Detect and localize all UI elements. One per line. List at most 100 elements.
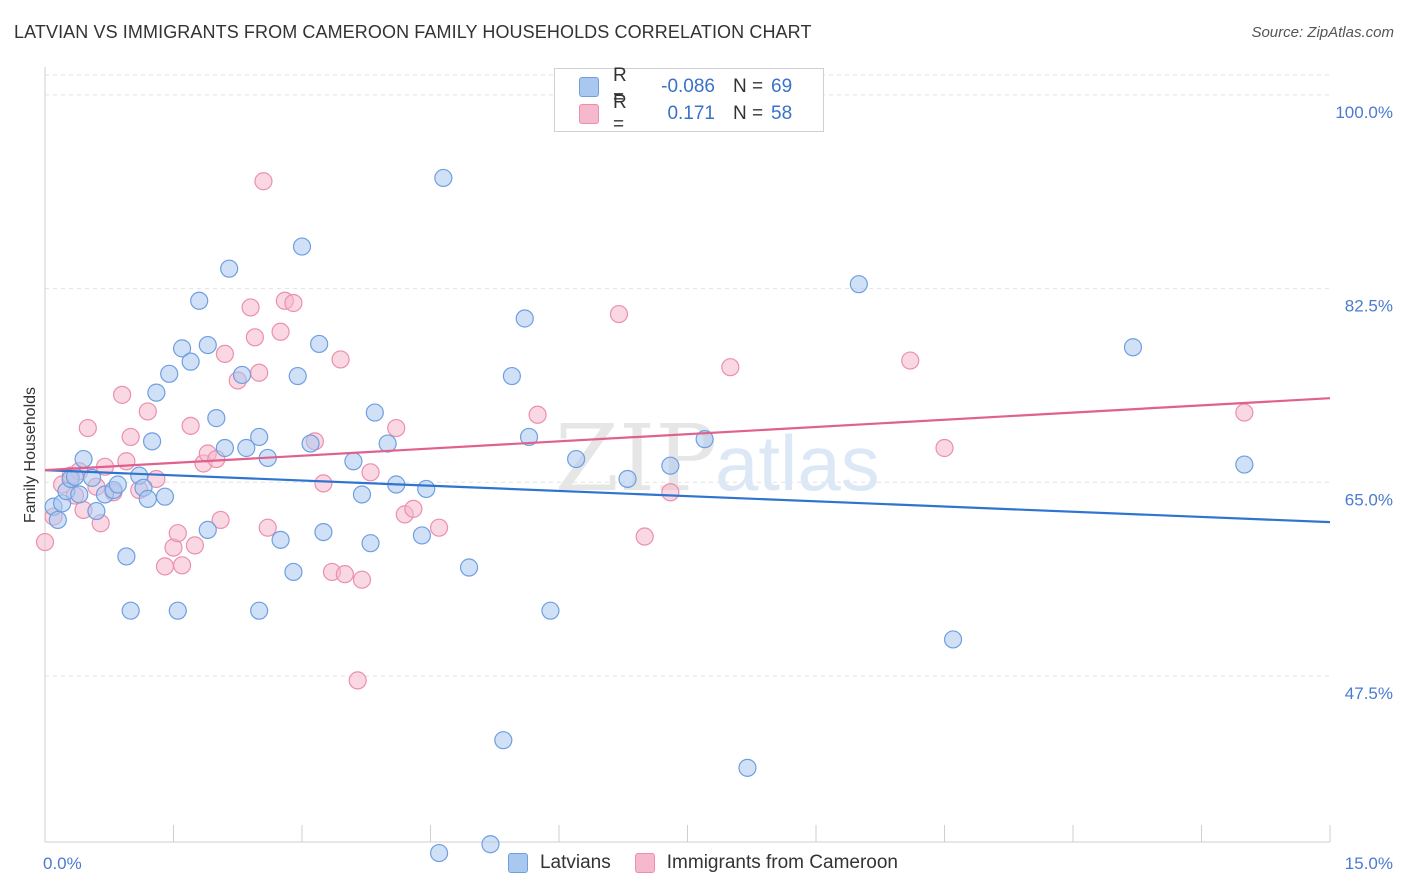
data-point <box>78 418 97 438</box>
y-tick-label: 100.0% <box>1335 103 1393 122</box>
data-point <box>314 523 333 542</box>
trend-line <box>44 469 1331 524</box>
data-point <box>172 339 192 358</box>
series-label-latvians: Latvians <box>539 852 611 873</box>
data-point <box>250 601 269 620</box>
data-point <box>609 304 629 324</box>
data-point <box>635 527 654 546</box>
data-point <box>147 383 166 402</box>
y-axis-label: Family Households <box>22 387 39 523</box>
data-point <box>310 334 329 354</box>
axes <box>44 67 1331 843</box>
data-point <box>245 328 264 347</box>
x-tick-label: 0.0% <box>43 854 82 873</box>
legend-swatch-cameroon <box>579 104 599 124</box>
y-tick-label: 47.5% <box>1345 684 1393 703</box>
data-point <box>168 524 187 543</box>
legend-r-value: 0.171 <box>667 103 715 124</box>
series-swatch-latvians <box>507 853 528 873</box>
data-point <box>220 259 239 278</box>
data-point <box>237 438 256 458</box>
data-point <box>378 434 397 453</box>
data-point <box>288 366 307 386</box>
legend-r-value: -0.086 <box>661 76 715 97</box>
data-point <box>70 485 89 504</box>
data-point <box>190 291 209 310</box>
data-point <box>254 172 273 191</box>
data-point <box>138 402 157 421</box>
data-point <box>121 601 140 620</box>
chart-title: LATVIAN VS IMMIGRANTS FROM CAMEROON FAMI… <box>14 22 812 42</box>
data-point <box>185 536 205 555</box>
data-point <box>258 518 277 537</box>
legend-row-cameroon: R = 0.171 N = 58 <box>579 92 793 135</box>
data-point <box>331 350 350 369</box>
tick-labels: 47.5% 65.0% 82.5% 100.0% 0.0% 15.0% <box>43 103 1393 873</box>
watermark: ZIP atlas <box>555 405 880 512</box>
data-point <box>241 298 260 317</box>
data-point <box>1235 403 1254 422</box>
data-point <box>404 499 423 518</box>
data-point <box>429 843 449 863</box>
data-point <box>459 558 479 577</box>
data-point <box>1123 338 1143 357</box>
data-point <box>250 427 269 447</box>
data-point <box>661 456 680 475</box>
data-point <box>198 520 217 539</box>
data-point <box>344 452 363 471</box>
data-point <box>271 530 290 549</box>
data-point <box>87 501 106 521</box>
data-point <box>352 485 372 504</box>
legend: R = -0.086 N = 69 R = 0.171 N = 58 <box>554 65 824 135</box>
data-points <box>35 168 1254 863</box>
data-point <box>528 405 547 424</box>
data-point <box>284 293 303 313</box>
data-point <box>215 344 234 364</box>
source-credit: Source: ZipAtlas.com <box>1251 24 1394 41</box>
data-point <box>138 489 157 508</box>
data-point <box>121 427 140 447</box>
data-point <box>117 547 136 566</box>
data-point <box>502 366 521 386</box>
data-point <box>567 449 586 469</box>
data-point <box>108 475 127 494</box>
data-point <box>181 352 200 371</box>
data-point <box>168 601 187 620</box>
data-point <box>155 557 175 576</box>
legend-n-label: N = <box>733 76 764 97</box>
data-point <box>661 483 680 502</box>
legend-r-label: R = <box>613 92 627 135</box>
data-point <box>519 427 539 447</box>
data-point <box>541 601 560 620</box>
data-point <box>335 565 354 584</box>
data-point <box>352 570 372 589</box>
legend-n-label: N = <box>733 103 764 124</box>
data-point <box>292 237 312 256</box>
legend-n-value: 58 <box>771 103 793 124</box>
watermark-atlas: atlas <box>715 419 880 507</box>
data-point <box>901 351 920 370</box>
data-point <box>849 275 868 294</box>
data-point <box>160 364 179 383</box>
data-point <box>181 416 200 435</box>
data-point <box>83 468 102 487</box>
trend-line <box>44 397 1331 472</box>
data-point <box>387 418 406 438</box>
series-swatch-cameroon <box>634 853 655 873</box>
data-point <box>314 474 333 493</box>
data-point <box>142 432 162 451</box>
data-point <box>935 438 954 458</box>
data-point <box>695 430 714 449</box>
legend-n-value: 69 <box>771 76 793 97</box>
x-tick-label: 15.0% <box>1345 854 1393 873</box>
data-point <box>301 434 320 453</box>
data-point <box>271 322 290 341</box>
legend-row-latvians: R = -0.086 N = 69 <box>579 65 793 108</box>
series-legend-latvians: Latvians <box>507 852 611 874</box>
data-point <box>515 309 534 328</box>
data-point <box>211 510 230 530</box>
data-point <box>1235 455 1254 474</box>
data-point <box>172 556 192 575</box>
data-point <box>74 449 93 469</box>
